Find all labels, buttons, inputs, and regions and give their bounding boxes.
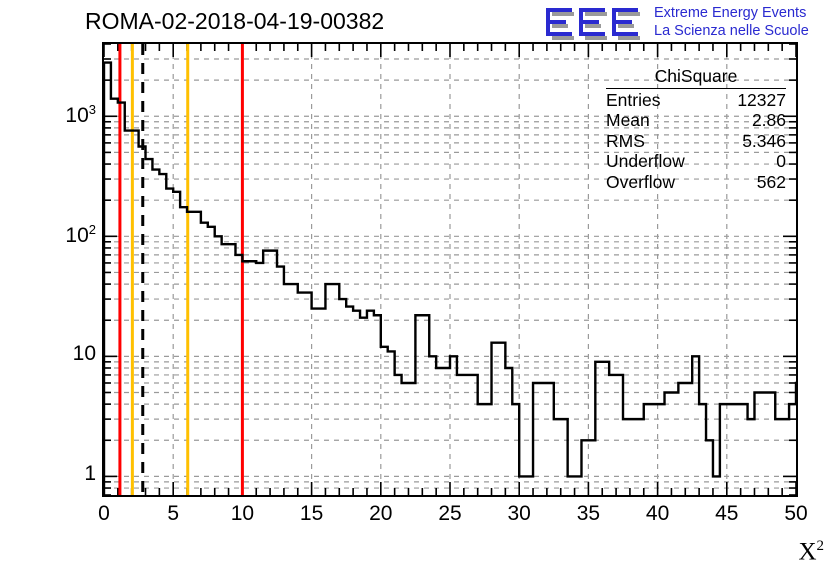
x-tick-label: 35 bbox=[576, 502, 601, 525]
stats-row-key: Mean bbox=[606, 110, 650, 130]
page-title: ROMA-02-2018-04-19-00382 bbox=[85, 8, 385, 34]
stats-row-value: 5.346 bbox=[742, 130, 786, 151]
x-axis-label-text: X bbox=[798, 538, 817, 566]
histogram-canvas bbox=[104, 44, 796, 495]
stats-row: Mean 2.86 bbox=[602, 110, 790, 131]
stats-title: ChiSquare bbox=[654, 66, 738, 86]
x-tick-label: 0 bbox=[98, 502, 110, 525]
stats-box: ChiSquare Entries 12327 Mean 2.86 RMS 5.346 Un… bbox=[602, 66, 790, 192]
y-tick-label: 102 bbox=[65, 222, 96, 248]
stats-row-key: Entries bbox=[606, 89, 661, 110]
x-tick-label: 40 bbox=[645, 502, 670, 525]
logo-line-1: Extreme Energy Events bbox=[654, 5, 807, 21]
stats-row-key: Overflow bbox=[606, 171, 676, 192]
x-tick-label: 50 bbox=[784, 502, 808, 525]
x-tick-label: 30 bbox=[507, 502, 531, 525]
x-axis-label: X2 bbox=[798, 538, 824, 566]
x-tick-label: 20 bbox=[369, 502, 393, 525]
plot-frame bbox=[102, 42, 798, 497]
stats-rows: Entries 12327 Mean 2.86 RMS 5.346 Underflow 0 Ov… bbox=[602, 90, 790, 193]
stats-row: Overflow 562 bbox=[602, 172, 790, 193]
stats-row-value: 562 bbox=[756, 171, 786, 192]
x-tick-label: 15 bbox=[299, 502, 324, 525]
marker-lines bbox=[118, 44, 244, 495]
x-tick-label: 25 bbox=[438, 502, 462, 525]
y-tick-label: 103 bbox=[65, 102, 96, 128]
plot-area bbox=[104, 44, 796, 495]
x-axis-label-exponent: 2 bbox=[816, 538, 825, 554]
stats-row-value: 12327 bbox=[737, 89, 786, 110]
eee-logo-mark bbox=[546, 6, 646, 40]
y-tick-label: 10 bbox=[72, 342, 96, 366]
x-tick-label: 5 bbox=[167, 502, 180, 525]
stats-row-key: Underflow bbox=[606, 151, 685, 171]
logo-line-2: La Scienza nelle Scuole bbox=[654, 23, 809, 39]
stats-row: RMS 5.346 bbox=[602, 131, 790, 152]
x-tick-label: 45 bbox=[715, 502, 739, 525]
y-tick-label: 1 bbox=[84, 462, 96, 486]
x-tick-label: 10 bbox=[230, 502, 255, 525]
stats-row-value: 0 bbox=[776, 151, 786, 171]
stats-divider bbox=[606, 87, 786, 89]
stats-row-value: 2.86 bbox=[751, 110, 786, 130]
stats-row: Entries 12327 bbox=[602, 90, 790, 111]
stats-row: Underflow 0 bbox=[602, 151, 790, 172]
stats-row-key: RMS bbox=[606, 130, 645, 151]
histogram-trace bbox=[104, 61, 796, 495]
eee-logo: Extreme Energy Events La Scienza nelle S… bbox=[546, 4, 836, 44]
